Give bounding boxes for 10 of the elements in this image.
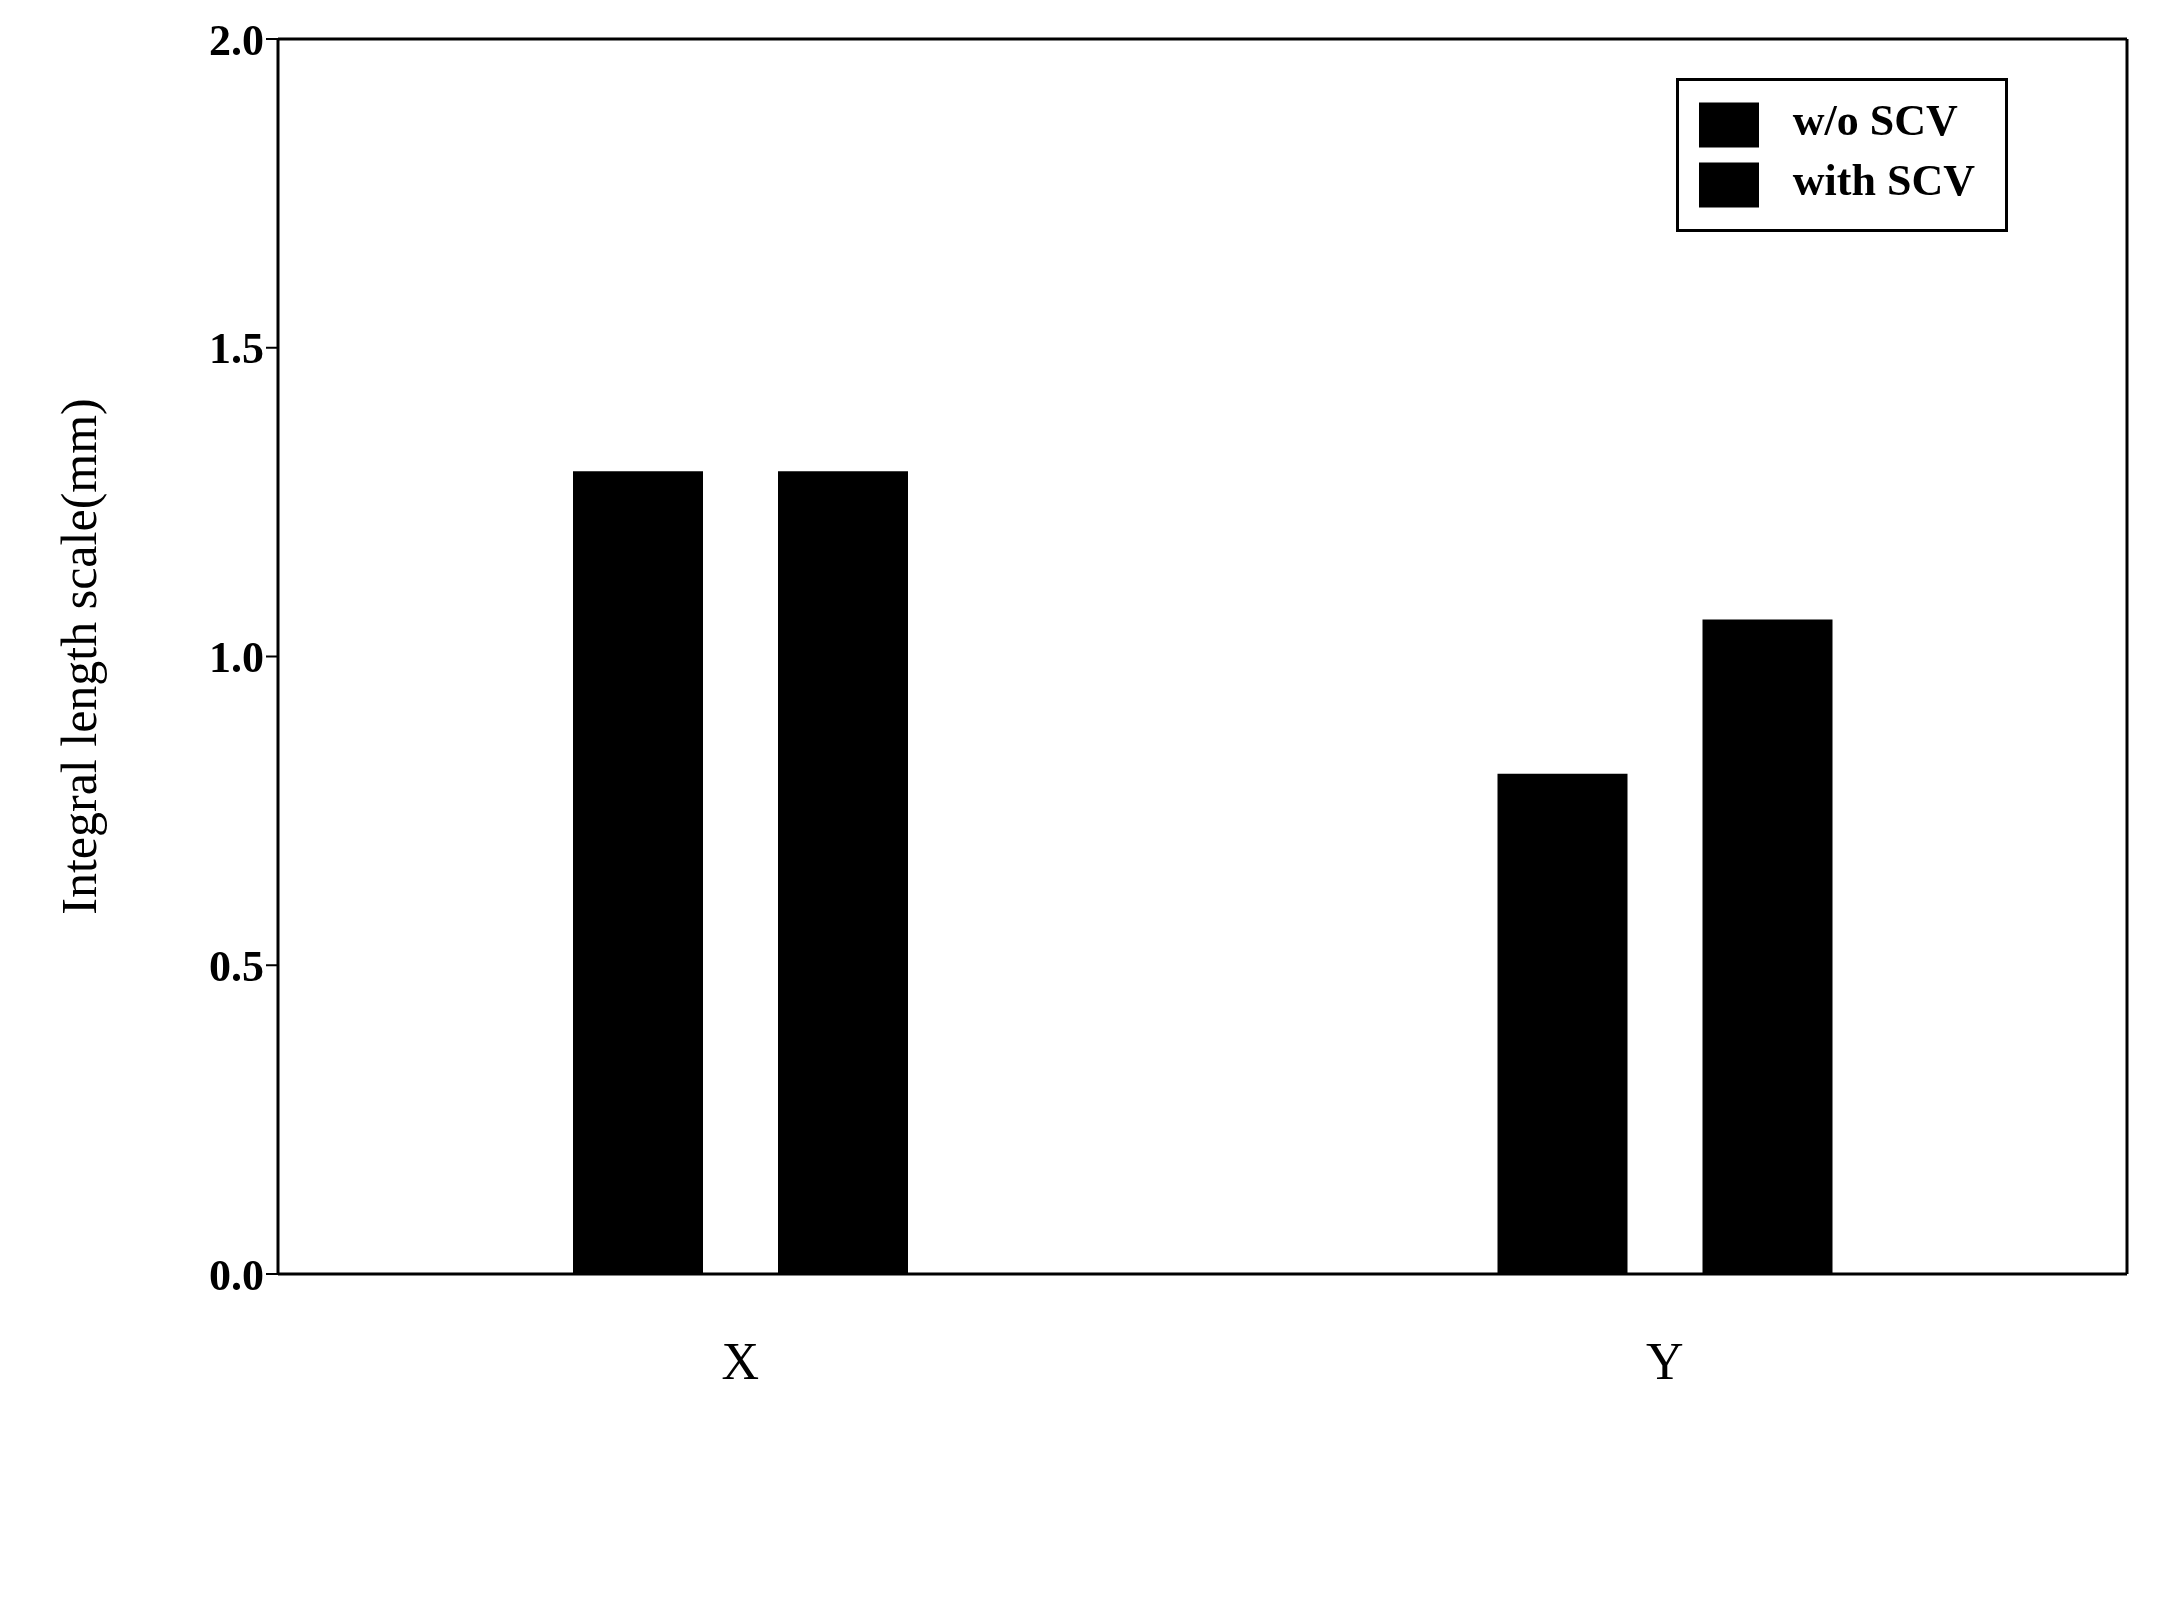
x-tick-label: X bbox=[721, 1332, 760, 1390]
y-tick-label: 1.5 bbox=[209, 324, 264, 374]
legend-label: w/o SCV bbox=[1792, 96, 1958, 146]
y-tick-label: 1.0 bbox=[209, 633, 264, 683]
y-tick-label: 0.0 bbox=[209, 1250, 264, 1300]
y-tick-label: 2.0 bbox=[209, 15, 264, 65]
y-tick-label: 0.5 bbox=[209, 941, 264, 991]
y-axis-title: Integral length scale(mm) bbox=[50, 398, 107, 915]
x-tick-label: Y bbox=[1645, 1332, 1684, 1390]
legend-label: with SCV bbox=[1792, 156, 1975, 206]
